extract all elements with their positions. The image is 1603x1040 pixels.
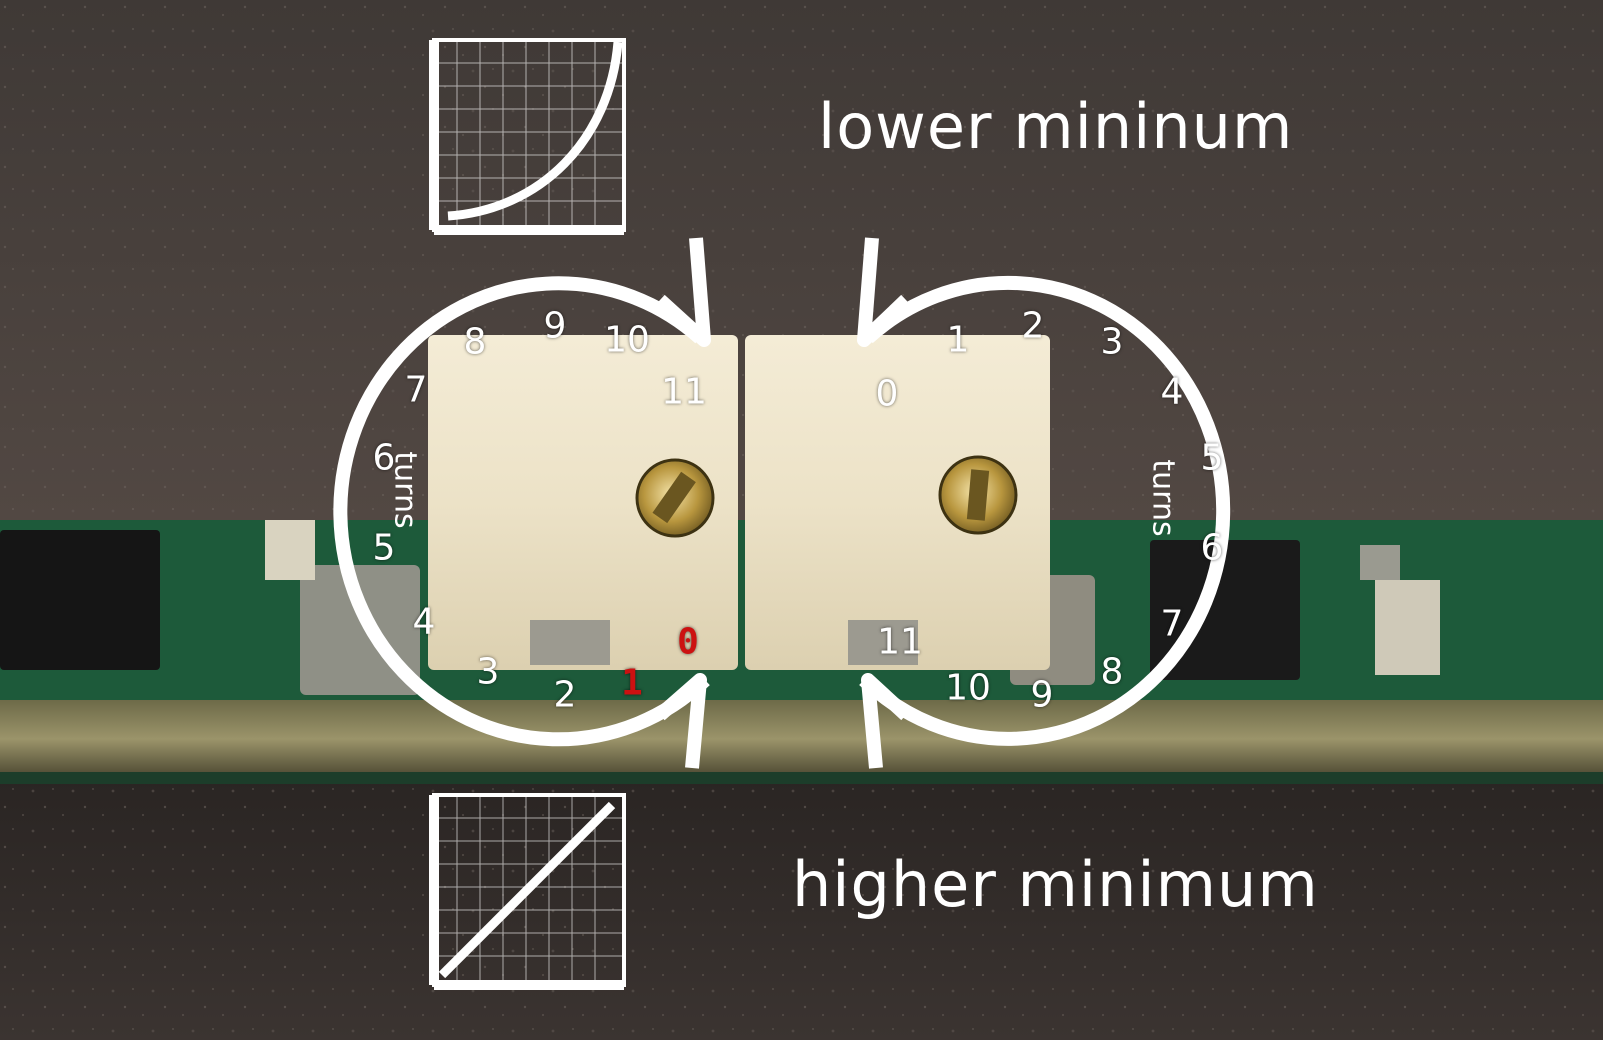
left-dial-number: 2 [553, 674, 577, 716]
left-dial-number: 4 [412, 601, 436, 643]
left-dial-number: 8 [463, 321, 487, 363]
right-dial-number: 1 [946, 319, 970, 361]
trimmer-right [745, 335, 1050, 670]
smd-component [1360, 545, 1400, 580]
right-dial-number: 7 [1160, 603, 1184, 645]
left-dial-number-start-highlight: 1 [621, 662, 643, 704]
right-dial-number: 4 [1160, 371, 1184, 413]
left-dial-number: 11 [661, 371, 707, 413]
ic-chip-left [0, 530, 160, 670]
right-dial-number: 10 [945, 667, 991, 709]
right-dial-number: 6 [1200, 527, 1224, 569]
linear-graph-icon [429, 793, 626, 990]
exponential-curve-graph-icon [429, 38, 626, 235]
left-dial-number: 5 [372, 527, 396, 569]
caption-higher-minimum: higher minimum [792, 848, 1319, 921]
left-dial-number: 3 [476, 651, 500, 693]
left-dial-number: 7 [404, 369, 428, 411]
pcb-board [0, 520, 1603, 784]
left-dial-number: 10 [604, 319, 650, 361]
left-dial-number: 9 [543, 305, 567, 347]
right-dial-number: 2 [1021, 305, 1045, 347]
turns-label-right: turns [1145, 459, 1181, 537]
caption-lower-minimum: lower mininum [818, 90, 1294, 163]
right-dial-number: 5 [1200, 437, 1224, 479]
trimmer-left [428, 335, 738, 670]
smd-component [265, 520, 315, 580]
left-dial-number-zero-highlight: 0 [677, 621, 699, 663]
right-dial-number: 8 [1100, 651, 1124, 693]
smd-component [1375, 580, 1440, 675]
right-dial-number: 9 [1030, 674, 1054, 716]
rotation-arrow-right-icon [857, 237, 1231, 769]
left-dial-number: 6 [372, 437, 396, 479]
right-dial-number: 3 [1100, 321, 1124, 363]
right-dial-number: 11 [877, 621, 923, 663]
rotation-arrow-left-icon [333, 237, 711, 769]
right-dial-number: 0 [875, 373, 899, 415]
